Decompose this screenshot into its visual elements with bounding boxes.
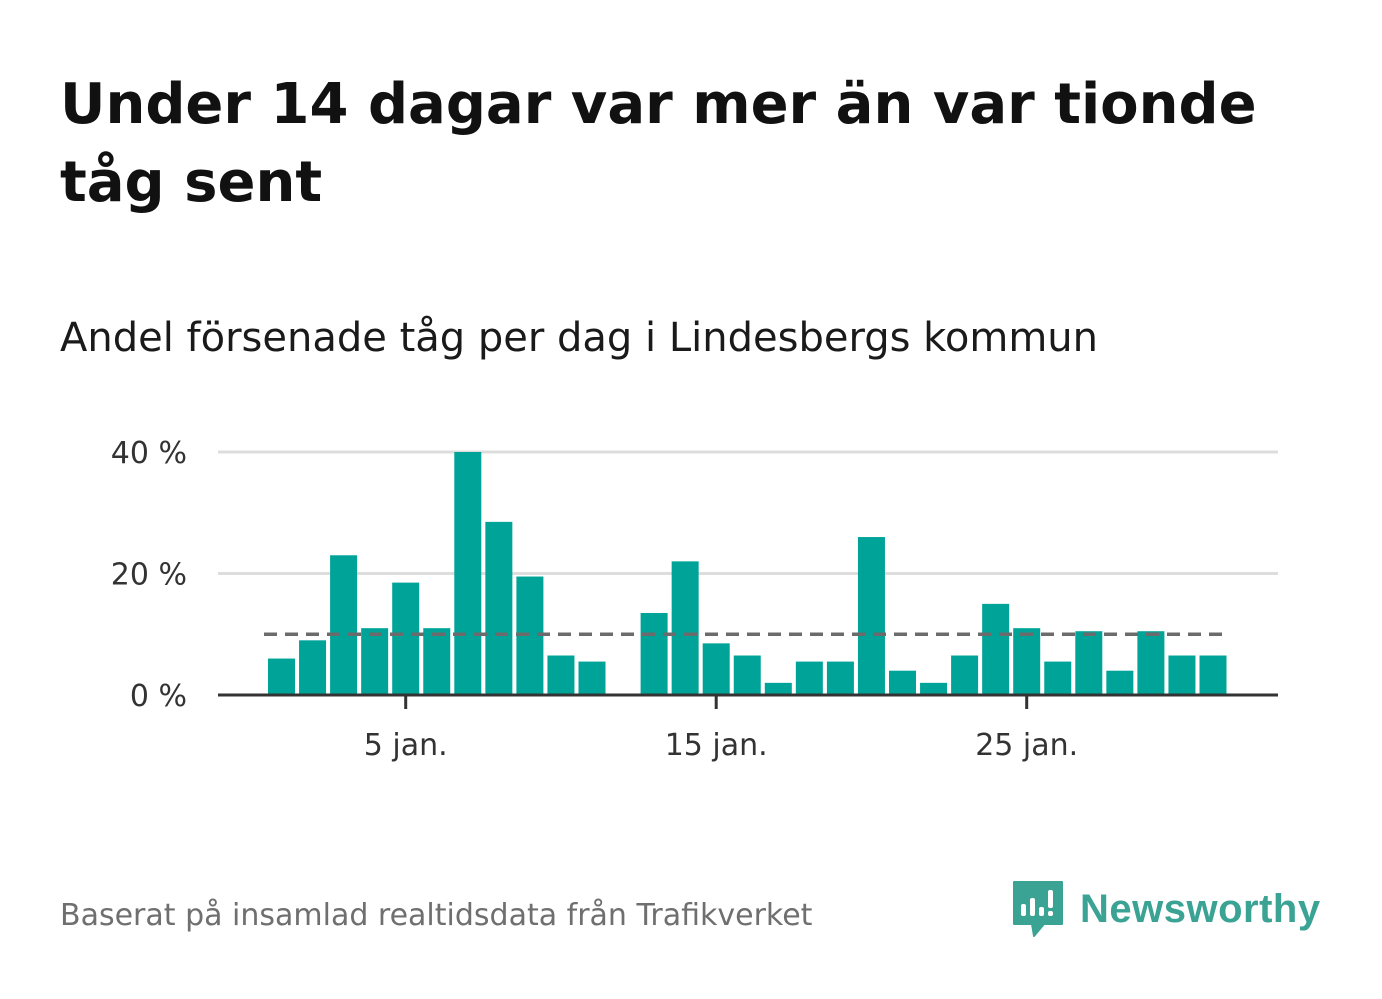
newsworthy-brand: Newsworthy: [1010, 876, 1321, 942]
bar: [330, 555, 358, 695]
bar: [299, 640, 327, 695]
bar: [951, 655, 979, 695]
bar: [1137, 631, 1165, 695]
y-tick-label: 0 %: [130, 679, 187, 714]
bar: [547, 655, 575, 695]
x-tick-label: 15 jan.: [665, 728, 768, 763]
bar: [1013, 628, 1041, 695]
bar: [361, 628, 389, 695]
newsworthy-logo-icon: [1013, 881, 1063, 937]
bar: [1168, 655, 1196, 695]
bar: [1199, 655, 1227, 695]
bar: [982, 603, 1010, 695]
bar: [578, 661, 606, 695]
bar: [640, 612, 668, 695]
bar: [857, 537, 885, 695]
gridlines: [218, 450, 1278, 575]
bars: [268, 452, 1227, 695]
chart-title: Under 14 dagar var mer än var tionde tåg…: [60, 72, 1257, 215]
bar: [795, 661, 823, 695]
x-tick-label: 25 jan.: [975, 728, 1078, 763]
bar: [671, 561, 699, 695]
y-tick-label: 40 %: [111, 436, 187, 471]
bar: [1044, 661, 1072, 695]
y-tick-label: 20 %: [111, 558, 187, 593]
bar: [764, 682, 792, 695]
chart-subtitle: Andel försenade tåg per dag i Lindesberg…: [60, 315, 1098, 361]
bar: [454, 452, 482, 695]
bar: [826, 661, 854, 695]
x-tick-label: 5 jan.: [364, 728, 448, 763]
bar: [733, 655, 761, 695]
bar: [423, 628, 451, 695]
axes: 0 % 20 % 40 % 5 jan. 15 jan. 25 jan.: [111, 436, 1278, 763]
bar: [889, 670, 916, 695]
bar: [268, 658, 295, 695]
bar: [1106, 670, 1134, 695]
source-note: Baserat på insamlad realtidsdata från Tr…: [60, 898, 813, 933]
bar: [1075, 631, 1103, 695]
bar-chart: 0 % 20 % 40 % 5 jan. 15 jan. 25 jan.: [111, 436, 1278, 763]
bar: [392, 582, 420, 695]
bar: [920, 682, 948, 695]
bar: [485, 521, 513, 695]
brand-label: Newsworthy: [1080, 886, 1321, 931]
bar: [702, 643, 730, 695]
